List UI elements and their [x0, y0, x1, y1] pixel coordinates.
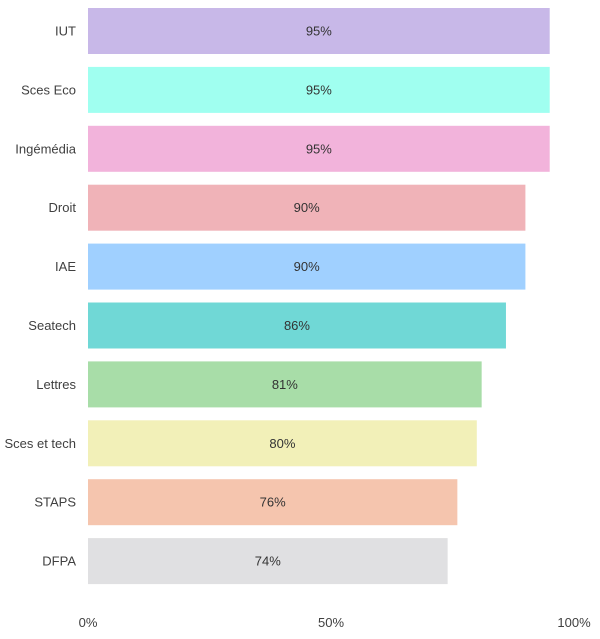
x-tick-label: 0% — [79, 615, 98, 630]
x-tick-label: 50% — [318, 615, 344, 630]
value-label-iut: 95% — [306, 24, 332, 39]
category-label-iut: IUT — [55, 24, 76, 39]
bar-staps — [88, 479, 458, 526]
bar-dfpa — [88, 538, 448, 585]
value-label-iae: 90% — [294, 259, 320, 274]
bar-iut — [88, 8, 550, 54]
category-label-dfpa: DFPA — [42, 554, 76, 569]
category-label-iae: IAE — [55, 259, 76, 274]
bar-sces-eco — [88, 66, 550, 113]
category-label-lettres: Lettres — [36, 377, 76, 392]
value-label-seatech: 86% — [284, 318, 310, 333]
value-label-sces-eco: 95% — [306, 82, 332, 97]
category-label-sces-et-tech: Sces et tech — [4, 436, 76, 451]
value-label-dfpa: 74% — [255, 554, 281, 569]
category-label-droit: Droit — [49, 200, 77, 215]
bar-droit — [88, 184, 526, 231]
category-labels: IUT Sces Eco Ingémédia Droit IAE Seatech Lettr… — [4, 24, 76, 569]
bar-ingemedia — [88, 125, 550, 172]
bar-lettres — [88, 361, 482, 408]
bar-iae — [88, 243, 526, 290]
category-label-seatech: Seatech — [28, 318, 76, 333]
bar-sces-et-tech — [88, 420, 477, 467]
value-labels: 95% 95% 95% 90% 90% 86% 81% 80% 76% 74% — [255, 24, 332, 569]
category-label-sces-eco: Sces Eco — [21, 82, 76, 97]
category-label-staps: STAPS — [34, 495, 76, 510]
bars-group — [88, 8, 550, 585]
value-label-staps: 76% — [260, 495, 286, 510]
x-tick-label: 100% — [557, 615, 591, 630]
value-label-ingemedia: 95% — [306, 141, 332, 156]
value-label-droit: 90% — [294, 200, 320, 215]
bar-seatech — [88, 302, 506, 349]
value-label-lettres: 81% — [272, 377, 298, 392]
x-axis: 0% 50% 100% — [79, 615, 591, 630]
category-label-ingemedia: Ingémédia — [15, 141, 76, 156]
value-label-sces-et-tech: 80% — [269, 436, 295, 451]
